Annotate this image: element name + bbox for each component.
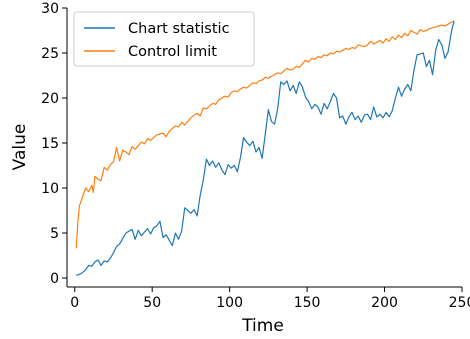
y-tick-label: 0 <box>50 271 59 287</box>
y-tick-label: 25 <box>41 46 59 62</box>
x-tick-label: 200 <box>371 295 398 311</box>
axes <box>66 8 462 288</box>
y-tick-label: 5 <box>50 226 59 242</box>
x-tick-label: 150 <box>294 295 321 311</box>
x-tick-label: 0 <box>70 295 79 311</box>
series-line-control-limit <box>75 20 455 249</box>
legend-box <box>73 11 255 67</box>
plot-lines <box>75 20 455 276</box>
legend: Chart statistic Control limit <box>73 11 255 67</box>
legend-label-chart-statistic: Chart statistic <box>128 21 230 37</box>
y-tick-label: 30 <box>41 1 59 17</box>
x-tick-label: 250 <box>449 295 470 311</box>
ticks: 0 50 100 150 200 250 0 5 10 15 20 25 30 <box>41 1 470 311</box>
series-line-chart-statistic <box>76 21 455 276</box>
x-axis-label: Time <box>241 316 284 336</box>
x-tick-label: 50 <box>143 295 161 311</box>
legend-label-control-limit: Control limit <box>128 44 217 60</box>
x-tick-label: 100 <box>216 295 243 311</box>
y-tick-label: 15 <box>41 136 59 152</box>
y-tick-label: 10 <box>41 181 59 197</box>
y-axis-label: Value <box>10 124 30 171</box>
y-tick-label: 20 <box>41 91 59 107</box>
